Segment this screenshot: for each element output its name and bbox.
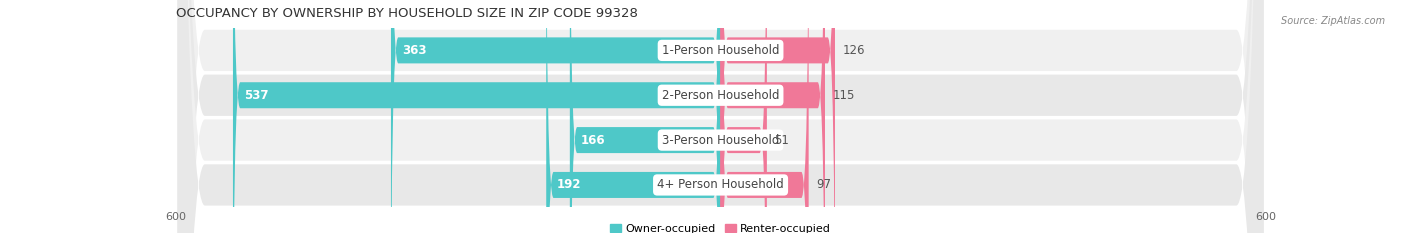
Text: 97: 97 [815,178,831,192]
FancyBboxPatch shape [177,0,1264,233]
Text: 2-Person Household: 2-Person Household [662,89,779,102]
FancyBboxPatch shape [391,0,721,233]
FancyBboxPatch shape [177,0,1264,233]
Text: 192: 192 [557,178,582,192]
FancyBboxPatch shape [177,0,1264,233]
Text: 51: 51 [775,134,789,147]
Text: 4+ Person Household: 4+ Person Household [657,178,785,192]
FancyBboxPatch shape [721,0,766,233]
Text: 3-Person Household: 3-Person Household [662,134,779,147]
Text: 363: 363 [402,44,426,57]
Text: Source: ZipAtlas.com: Source: ZipAtlas.com [1281,16,1385,26]
FancyBboxPatch shape [721,0,835,233]
Text: 1-Person Household: 1-Person Household [662,44,779,57]
Text: OCCUPANCY BY OWNERSHIP BY HOUSEHOLD SIZE IN ZIP CODE 99328: OCCUPANCY BY OWNERSHIP BY HOUSEHOLD SIZE… [176,7,638,20]
Text: 115: 115 [832,89,855,102]
FancyBboxPatch shape [233,0,721,233]
FancyBboxPatch shape [569,0,721,233]
Text: 537: 537 [243,89,269,102]
FancyBboxPatch shape [177,0,1264,233]
Text: 166: 166 [581,134,606,147]
FancyBboxPatch shape [721,0,808,233]
Legend: Owner-occupied, Renter-occupied: Owner-occupied, Renter-occupied [610,224,831,233]
FancyBboxPatch shape [546,0,721,233]
Text: 126: 126 [842,44,865,57]
FancyBboxPatch shape [721,0,825,233]
